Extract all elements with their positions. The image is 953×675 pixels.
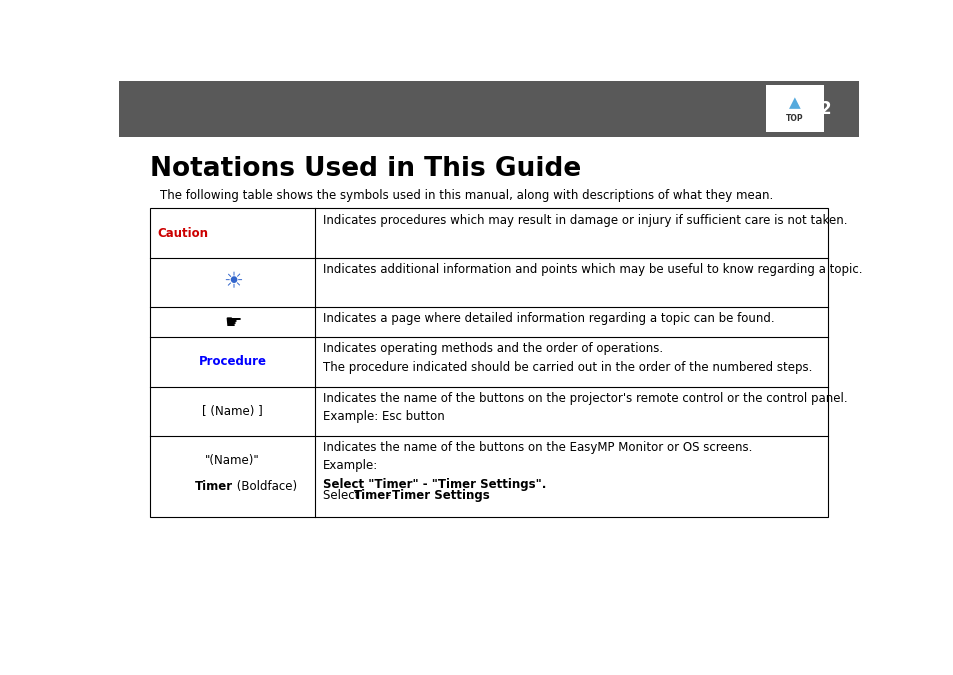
- Text: ☀: ☀: [222, 273, 242, 292]
- Text: Example: Esc button: Example: Esc button: [322, 410, 444, 423]
- Text: Timer Settings: Timer Settings: [392, 489, 490, 502]
- Text: "(Name)": "(Name)": [205, 454, 260, 467]
- Text: ▲: ▲: [788, 95, 801, 110]
- Text: Indicates a page where detailed information regarding a topic can be found.: Indicates a page where detailed informat…: [322, 313, 774, 325]
- Text: 2: 2: [819, 100, 830, 118]
- Text: The procedure indicated should be carried out in the order of the numbered steps: The procedure indicated should be carrie…: [322, 360, 811, 374]
- Text: Indicates additional information and points which may be useful to know regardin: Indicates additional information and poi…: [322, 263, 862, 276]
- FancyBboxPatch shape: [765, 85, 823, 132]
- Text: Indicates operating methods and the order of operations.: Indicates operating methods and the orde…: [322, 342, 662, 356]
- Text: Select "Timer" - "Timer Settings".: Select "Timer" - "Timer Settings".: [322, 478, 545, 491]
- Text: The following table shows the symbols used in this manual, along with descriptio: The following table shows the symbols us…: [160, 189, 772, 202]
- Text: Indicates the name of the buttons on the projector's remote control or the contr: Indicates the name of the buttons on the…: [322, 392, 846, 405]
- Text: Select: Select: [322, 489, 362, 502]
- Text: Procedure: Procedure: [198, 356, 267, 369]
- Text: Example:: Example:: [322, 460, 377, 472]
- Text: [ (Name) ]: [ (Name) ]: [202, 405, 263, 418]
- Text: Indicates procedures which may result in damage or injury if sufficient care is : Indicates procedures which may result in…: [322, 213, 846, 227]
- Text: Caution: Caution: [157, 227, 209, 240]
- Text: ☛: ☛: [224, 313, 241, 331]
- Text: Notations Used in This Guide: Notations Used in This Guide: [151, 157, 581, 182]
- Text: Timer: Timer: [354, 489, 392, 502]
- FancyBboxPatch shape: [119, 81, 858, 136]
- Text: -: -: [383, 489, 395, 502]
- Text: TOP: TOP: [785, 113, 803, 123]
- Text: Indicates the name of the buttons on the EasyMP Monitor or OS screens.: Indicates the name of the buttons on the…: [322, 441, 751, 454]
- Text: .: .: [468, 489, 472, 502]
- Text: (Boldface): (Boldface): [233, 480, 296, 493]
- Text: Timer: Timer: [194, 480, 233, 493]
